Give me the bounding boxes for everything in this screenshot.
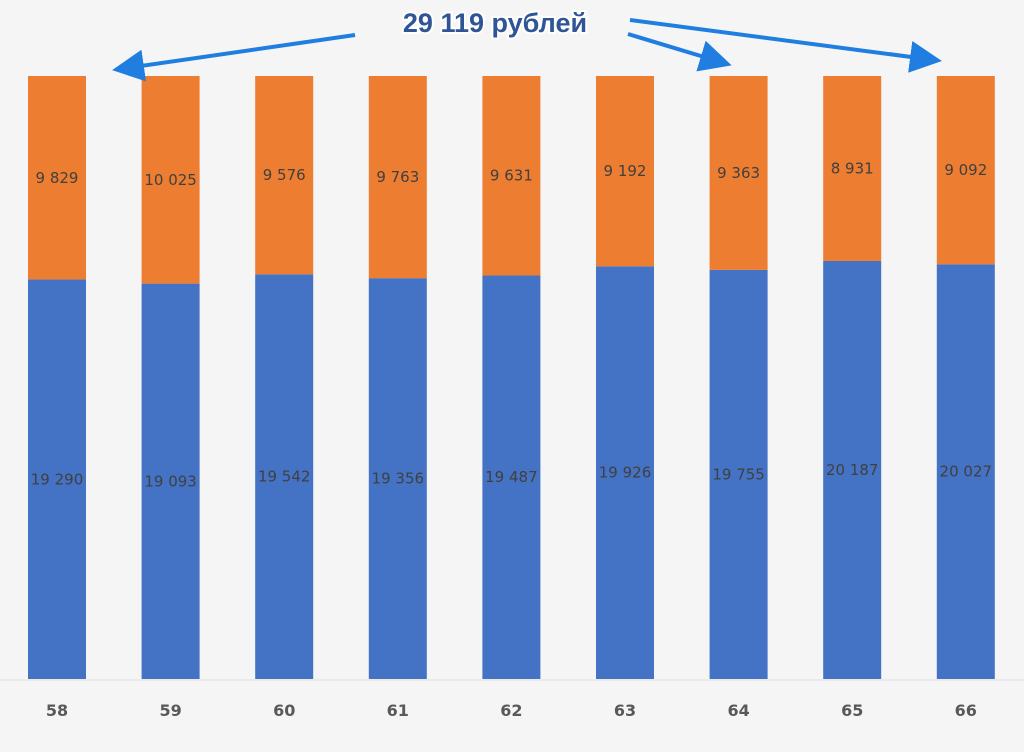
data-label: 20 027 — [940, 463, 993, 481]
bar-top-60 — [255, 76, 314, 275]
bar-bottom-63 — [596, 266, 654, 679]
bar-top-58 — [28, 76, 86, 280]
data-label: 19 755 — [712, 465, 765, 483]
bar-bottom-60 — [255, 274, 314, 679]
annotation-arrow — [112, 33, 356, 82]
bar-bottom-64 — [709, 269, 768, 679]
x-tick-label: 61 — [387, 701, 409, 720]
annotation: 29 119 рублей — [112, 6, 942, 82]
x-tick-label: 64 — [727, 701, 749, 720]
data-label: 9 092 — [944, 161, 987, 179]
bar-bottom-61 — [368, 278, 427, 679]
x-tick-label: 62 — [500, 701, 522, 720]
data-label: 19 926 — [599, 464, 652, 482]
data-label: 9 631 — [490, 167, 533, 185]
bar-top-65 — [823, 76, 882, 261]
data-label: 19 290 — [31, 470, 84, 488]
x-tick-label: 59 — [159, 701, 181, 720]
x-tick-label: 66 — [955, 701, 977, 720]
bar-top-59 — [141, 76, 200, 284]
data-label: 10 025 — [144, 171, 197, 189]
annotation-text: 29 119 рублей — [403, 8, 587, 38]
data-label: 19 487 — [485, 468, 538, 486]
bar-bottom-59 — [141, 283, 200, 679]
bar-bottom-66 — [936, 264, 995, 679]
annotation-arrow — [629, 18, 942, 73]
x-tick-label: 60 — [273, 701, 295, 720]
data-label: 9 192 — [604, 162, 647, 180]
data-label: 19 093 — [144, 472, 197, 490]
x-tick-label: 65 — [841, 701, 863, 720]
bar-top-61 — [368, 76, 427, 279]
bar-bottom-62 — [482, 275, 541, 679]
bar-top-64 — [709, 76, 768, 270]
data-label: 9 763 — [376, 168, 419, 186]
data-label: 20 187 — [826, 461, 879, 479]
x-tick-label: 58 — [46, 701, 68, 720]
data-label: 19 356 — [372, 470, 425, 488]
bar-bottom-58 — [28, 279, 86, 679]
x-tick-label: 63 — [614, 701, 636, 720]
data-label: 9 829 — [36, 169, 79, 187]
data-label: 8 931 — [831, 159, 874, 177]
data-label: 9 576 — [263, 166, 306, 184]
bar-bottom-65 — [823, 260, 882, 679]
bar-top-66 — [936, 76, 995, 265]
data-label: 9 363 — [717, 164, 760, 182]
annotation-arrow — [627, 32, 732, 72]
bar-top-63 — [596, 76, 654, 267]
bar-top-62 — [482, 76, 541, 276]
data-label: 19 542 — [258, 468, 311, 486]
